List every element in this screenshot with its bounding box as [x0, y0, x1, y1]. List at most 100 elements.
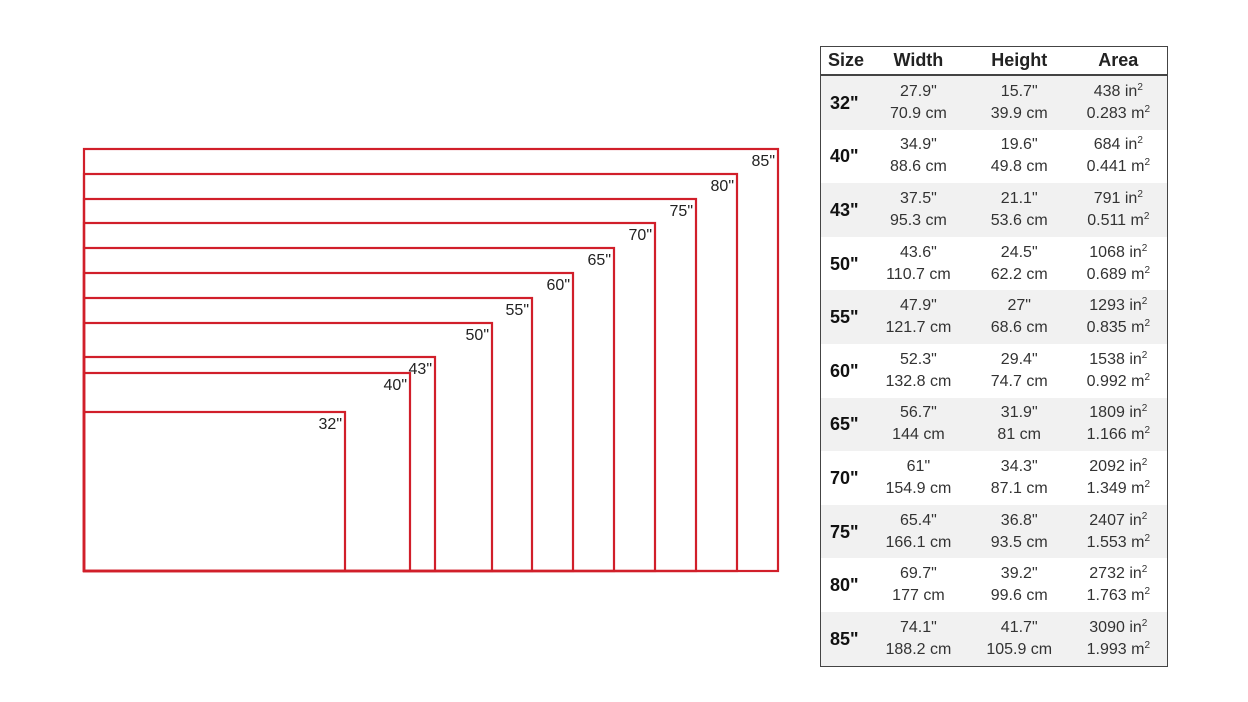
sup: 2	[1141, 617, 1148, 629]
width-cm: 110.7 cm	[886, 265, 951, 283]
screen-outline	[82, 147, 780, 573]
height-cm: 81 cm	[997, 426, 1041, 444]
height-cell: 36.8" 93.5 cm	[968, 504, 1070, 559]
width-cm: 166.1 cm	[885, 533, 952, 551]
area-m: 1.763 m	[1086, 587, 1145, 605]
sup: 2	[1141, 242, 1148, 254]
sup: 2	[1137, 188, 1143, 200]
height-cm: 39.9 cm	[990, 104, 1048, 122]
height-cell: 21.1" 53.6 cm	[968, 183, 1070, 237]
width-cell: 47.9" 121.7 cm	[868, 290, 969, 344]
width-cm: 88.6 cm	[889, 158, 947, 176]
size-cell: 40"	[830, 146, 859, 167]
width-cm: 121.7 cm	[885, 319, 952, 337]
size-cell: 32"	[820, 75, 868, 130]
table-header: Size Width Height Area	[820, 46, 1168, 76]
area-m: 0.283 m	[1086, 104, 1145, 122]
area-cell: 438 in2 0.283 m2	[1069, 75, 1168, 130]
height-cm: 99.6 cm	[990, 587, 1048, 605]
header-area: Area	[1069, 46, 1168, 76]
width-cell: 56.7" 144 cm	[868, 397, 969, 452]
table-row: 85" 74.1" 188.2 cm 41.7" 105.9 cm 3090 in2 1.9…	[820, 611, 1168, 667]
area-cell: 2732 in2 1.763 m2	[1070, 558, 1168, 612]
size-cell: 50"	[830, 253, 859, 274]
size-cell: 85"	[820, 611, 868, 667]
width-cm: 144 cm	[892, 426, 945, 444]
screen-size-label: 50"	[466, 327, 489, 344]
area-in: 684 in	[1093, 136, 1138, 154]
size-cell: 75"	[820, 504, 868, 559]
sup: 2	[1144, 586, 1150, 598]
height-cell: 19.6" 49.8 cm	[969, 130, 1070, 184]
height-cell: 24.5" 62.2 cm	[969, 237, 1070, 291]
screen-size-label: 60"	[547, 277, 570, 294]
height-in: 39.2"	[1000, 565, 1038, 583]
width-cm: 95.3 cm	[889, 211, 947, 229]
screen-size-label: 32"	[319, 416, 342, 433]
width-cm: 154.9 cm	[885, 479, 952, 497]
area-m: 0.511 m	[1087, 211, 1144, 229]
width-in: 69.7"	[899, 565, 937, 583]
area-in: 1293 in	[1089, 297, 1142, 315]
height-in: 41.7"	[1000, 618, 1038, 636]
height-cell: 41.7" 105.9 cm	[968, 611, 1070, 667]
width-cell: 52.3" 132.8 cm	[868, 344, 969, 398]
screen-outline	[82, 355, 437, 573]
screen-size-label: 65"	[588, 252, 611, 269]
area-m: 1.166 m	[1086, 426, 1145, 444]
screen-size-label: 85"	[752, 153, 775, 170]
screen-outline	[82, 246, 616, 573]
table-row: 60" 52.3" 132.8 cm 29.4" 74.7 cm 1538 in2 0.99…	[821, 344, 1168, 398]
height-cm: 87.1 cm	[990, 479, 1048, 497]
width-cm: 188.2 cm	[885, 640, 952, 658]
sup: 2	[1141, 456, 1148, 468]
height-cell: 39.2" 99.6 cm	[969, 558, 1070, 612]
width-in: 37.5"	[899, 189, 937, 207]
height-cell: 27" 68.6 cm	[968, 290, 1070, 344]
area-cell: 1068 in2 0.689 m2	[1070, 237, 1168, 291]
width-in: 52.3"	[899, 350, 937, 368]
table-row: 43" 37.5" 95.3 cm 21.1" 53.6 cm 791 in2 0.511 …	[820, 183, 1168, 237]
width-cm: 70.9 cm	[889, 104, 947, 122]
height-cell: 15.7" 39.9 cm	[968, 75, 1070, 130]
size-cell: 55"	[820, 290, 868, 344]
area-m: 1.553 m	[1086, 533, 1145, 551]
area-m: 0.689 m	[1086, 265, 1145, 283]
width-cell: 74.1" 188.2 cm	[868, 611, 969, 667]
size-cell: 65"	[820, 397, 868, 452]
width-in: 27.9"	[899, 82, 937, 100]
width-in: 74.1"	[899, 618, 937, 636]
area-m: 0.992 m	[1086, 372, 1145, 390]
width-in: 34.9"	[899, 136, 937, 154]
sup: 2	[1144, 318, 1150, 330]
area-in: 1538 in	[1089, 350, 1142, 368]
sup: 2	[1141, 403, 1148, 415]
height-cm: 53.6 cm	[990, 211, 1048, 229]
sup: 2	[1141, 296, 1148, 308]
width-cell: 69.7" 177 cm	[868, 558, 969, 612]
area-cell: 1809 in2 1.166 m2	[1069, 397, 1168, 452]
area-cell: 3090 in2 1.993 m2	[1069, 611, 1168, 667]
table-row: 80" 69.7" 177 cm 39.2" 99.6 cm 2732 in2 1.763 …	[821, 558, 1168, 612]
width-cell: 37.5" 95.3 cm	[868, 183, 969, 237]
screen-size-label: 40"	[384, 377, 407, 394]
area-in: 1068 in	[1089, 243, 1142, 261]
height-cm: 74.7 cm	[990, 372, 1048, 390]
screen-size-label: 55"	[506, 302, 529, 319]
sup: 2	[1144, 532, 1150, 544]
area-m: 0.835 m	[1086, 319, 1145, 337]
size-table: Size Width Height Area 32" 27.9" 70.9 cm 15…	[820, 46, 1168, 667]
width-in: 56.7"	[899, 404, 937, 422]
sup: 2	[1141, 510, 1148, 522]
area-m: 1.349 m	[1086, 479, 1145, 497]
width-in: 61"	[906, 457, 931, 475]
size-cell: 80"	[830, 575, 859, 596]
area-in: 2407 in	[1089, 511, 1142, 529]
sup: 2	[1141, 564, 1148, 576]
width-cell: 61" 154.9 cm	[868, 451, 969, 505]
screen-size-diagram: 32" 40"43" 50" 55" 60" 65" 70" 75" 80" 85"	[82, 147, 780, 573]
height-in: 15.7"	[1000, 82, 1038, 100]
screen-outline	[82, 410, 347, 573]
screen-size-label: 80"	[711, 178, 734, 195]
screen-outline	[82, 221, 657, 573]
